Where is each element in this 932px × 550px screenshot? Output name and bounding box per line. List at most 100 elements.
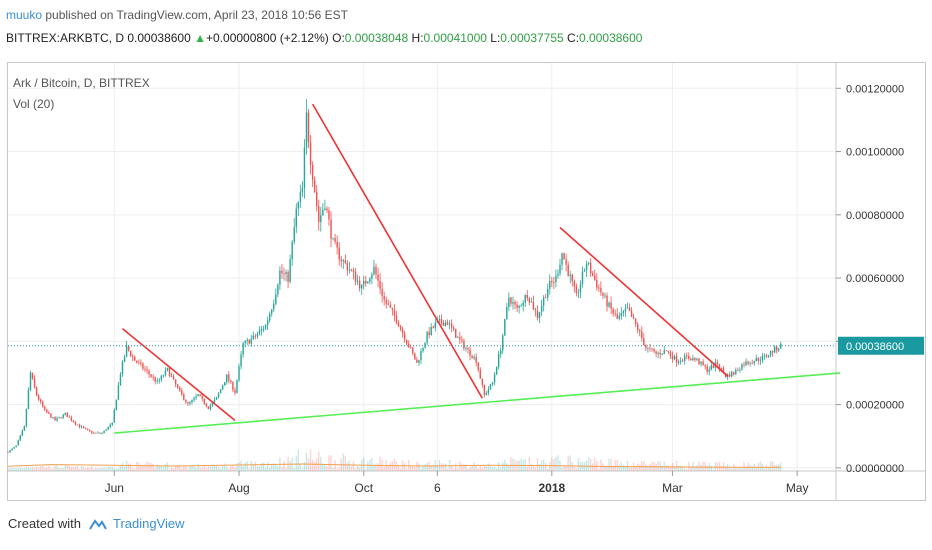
volume-bar <box>626 460 629 471</box>
candle-body <box>254 335 257 337</box>
candle-body <box>632 316 635 319</box>
volume-bar <box>688 461 690 471</box>
volume-bar <box>696 465 698 471</box>
candle-body <box>148 370 150 375</box>
volume-bar <box>573 467 576 471</box>
candle-body <box>105 429 107 431</box>
volume-bar <box>228 468 230 471</box>
candle-body <box>185 399 187 403</box>
candle-body <box>240 354 242 367</box>
volume-bar <box>62 468 64 471</box>
candle-body <box>250 338 253 344</box>
volume-bar <box>741 468 743 471</box>
volume-bar <box>557 455 559 471</box>
candle-body <box>577 292 580 294</box>
candle-body <box>113 410 116 423</box>
candle-body <box>17 440 19 446</box>
candle-body <box>256 333 259 337</box>
volume-bar <box>775 464 778 471</box>
candle-body <box>694 358 696 360</box>
high-value: 0.00041000 <box>423 31 487 45</box>
candle-body <box>142 363 144 369</box>
volume-bar <box>273 463 275 471</box>
candle-body <box>549 280 551 289</box>
volume-bar <box>9 468 11 471</box>
volume-bar <box>52 468 54 471</box>
candle-body <box>442 323 445 326</box>
volume-bar <box>495 468 498 471</box>
candle-body <box>620 313 623 317</box>
candle-body <box>11 448 13 451</box>
volume-bar <box>418 463 420 471</box>
candle-body <box>773 346 776 353</box>
volume-bar <box>271 464 273 471</box>
volume-bar <box>127 463 130 471</box>
candle-body <box>287 272 289 282</box>
candle-body <box>19 435 21 441</box>
tradingview-link[interactable]: TradingView <box>112 516 185 531</box>
volume-bar <box>322 463 324 471</box>
volume-bar <box>217 466 220 471</box>
low-label: L: <box>490 31 501 45</box>
volume-bar <box>618 464 621 471</box>
volume-bar <box>569 455 571 471</box>
volume-bar <box>131 468 134 471</box>
candle-body <box>31 372 34 379</box>
candle-body <box>46 409 48 413</box>
candle-body <box>80 426 83 428</box>
candle-body <box>473 356 475 359</box>
volume-bar <box>487 463 490 471</box>
candle-body <box>463 340 465 349</box>
volume-bar <box>289 460 291 471</box>
candle-body <box>191 399 193 403</box>
volume-bar <box>356 466 359 471</box>
candle-body <box>273 303 275 310</box>
volume-bar <box>344 455 347 471</box>
volume-bar <box>499 467 502 471</box>
author-link[interactable]: muuko <box>6 8 43 22</box>
volume-bar <box>330 455 332 471</box>
volume-bar <box>66 465 69 471</box>
volume-bar <box>387 465 389 471</box>
volume-bar <box>367 461 369 471</box>
candle-body <box>29 372 32 390</box>
candle-body <box>217 393 220 398</box>
candle-body <box>686 355 688 357</box>
volume-bar <box>242 466 244 471</box>
volume-bar <box>240 461 242 471</box>
volume-bar <box>103 467 105 471</box>
volume-bar <box>121 463 124 471</box>
volume-bar <box>179 464 181 471</box>
candle-body <box>281 270 283 274</box>
candle-body <box>683 355 686 361</box>
candle-body <box>356 280 359 282</box>
candle-body <box>9 450 11 453</box>
candle-body <box>78 424 81 427</box>
candle-body <box>452 327 455 330</box>
candle-body <box>352 270 355 272</box>
candle-body <box>393 309 396 316</box>
volume-bar <box>266 461 269 471</box>
candle-body <box>215 397 218 400</box>
candle-body <box>87 429 89 430</box>
volume-bar <box>64 465 66 471</box>
candle-body <box>297 201 300 209</box>
candle-body <box>199 394 201 397</box>
candle-body <box>136 360 138 363</box>
volume-bar <box>358 467 361 471</box>
candle-body <box>778 348 780 351</box>
candle-body <box>696 358 698 360</box>
volume-bar <box>706 465 708 471</box>
volume-bar <box>107 466 109 471</box>
volume-bar <box>561 467 563 471</box>
volume-bar <box>375 463 377 471</box>
volume-bar <box>630 467 633 471</box>
volume-bar <box>628 467 631 471</box>
candle-body <box>363 280 365 285</box>
candle-body <box>661 353 663 355</box>
candle-body <box>60 417 62 419</box>
x-tick-label: 6 <box>434 481 441 495</box>
volume-bar <box>54 465 56 471</box>
candle-body <box>547 288 549 298</box>
